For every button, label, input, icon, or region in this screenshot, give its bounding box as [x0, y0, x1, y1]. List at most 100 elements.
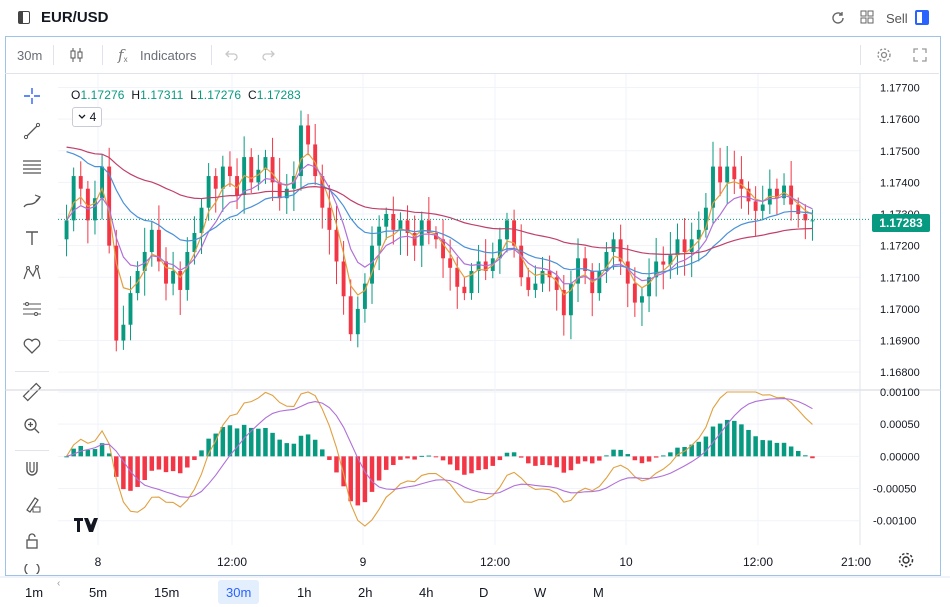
lock-icon[interactable] — [21, 530, 43, 552]
candles-icon[interactable] — [68, 37, 86, 73]
zoom-icon[interactable] — [21, 415, 43, 437]
undo-icon[interactable] — [225, 37, 239, 73]
candle-body — [433, 233, 438, 240]
low-value: 1.17276 — [197, 88, 242, 102]
osc-histogram-bar — [646, 456, 652, 462]
redo-icon[interactable] — [261, 37, 275, 73]
symbol-title[interactable]: EUR/USD — [41, 9, 109, 26]
tf-m[interactable]: M — [593, 584, 604, 600]
osc-histogram-bar — [689, 444, 694, 457]
osc-histogram-bar — [696, 441, 702, 457]
osc-tick-label: -0.00050 — [873, 484, 916, 496]
tf-1h[interactable]: 1h — [297, 584, 312, 600]
osc-histogram-bar — [391, 456, 396, 466]
tf-d[interactable]: D — [479, 584, 489, 600]
axis-settings-icon[interactable] — [897, 551, 915, 574]
ma-line-slow — [66, 151, 813, 275]
candle-body — [78, 176, 83, 189]
reload-icon[interactable] — [830, 10, 846, 26]
chevron-down-icon — [78, 114, 86, 119]
osc-histogram-bar — [291, 443, 297, 457]
tf-15m[interactable]: 15m — [154, 584, 180, 600]
osc-tick-label: 0.00000 — [880, 451, 920, 463]
candle-body — [206, 176, 211, 208]
osc-histogram-bar — [781, 442, 787, 457]
osc-histogram-bar — [597, 456, 602, 461]
open-key: O — [71, 88, 81, 102]
tf-30m[interactable]: 30m — [218, 580, 260, 604]
osc-histogram-bar — [334, 456, 339, 473]
candle-body — [107, 166, 112, 246]
indicators-button[interactable]: Indicators — [140, 47, 197, 63]
candle-body — [355, 308, 360, 335]
osc-histogram-bar — [653, 456, 659, 458]
fib-icon[interactable] — [21, 298, 43, 320]
candle-body — [391, 214, 396, 230]
candle-body — [505, 220, 509, 240]
osc-histogram-bar — [256, 428, 261, 457]
osc-histogram-bar — [533, 456, 538, 466]
trendline-icon[interactable] — [21, 120, 43, 142]
osc-tick-label: 0.00100 — [880, 387, 920, 399]
candle-body — [668, 255, 673, 265]
crosshair-icon[interactable] — [21, 85, 43, 107]
osc-histogram-bar — [618, 449, 623, 457]
osc-histogram-bar — [661, 455, 666, 457]
osc-histogram-bar — [447, 456, 453, 465]
candle-body — [306, 125, 311, 145]
candle-body — [661, 261, 666, 265]
ohlc-legend: O1.17276 H1.17311 L1.17276 C1.17283 — [71, 88, 301, 102]
tf-4h[interactable]: 4h — [419, 584, 434, 600]
candle-body — [398, 220, 403, 230]
ma-line-fast — [65, 152, 813, 296]
candle-body — [640, 296, 644, 303]
osc-histogram-bar — [234, 428, 240, 457]
osc-histogram-bar — [504, 452, 510, 457]
osc-histogram-bar — [227, 425, 233, 457]
hide-icon[interactable] — [21, 564, 43, 574]
magnet-icon[interactable] — [21, 458, 43, 480]
sell-panel-icon[interactable] — [915, 10, 929, 25]
candle-body — [526, 277, 531, 290]
osc-histogram-bar — [668, 452, 673, 457]
indicator-count: 4 — [89, 110, 97, 124]
pattern-icon[interactable] — [21, 262, 43, 284]
header-bar: EUR/USD Sell — [0, 0, 950, 36]
favorite-heart-icon[interactable] — [21, 335, 43, 357]
osc-histogram-bar — [128, 456, 133, 491]
osc-histogram-bar — [163, 456, 169, 473]
lock-drawings-icon[interactable] — [21, 493, 43, 515]
candle-body — [718, 166, 723, 183]
interval-selector[interactable]: 30m — [17, 47, 43, 63]
candle-body — [114, 245, 119, 341]
osc-histogram-bar — [362, 456, 368, 503]
fullscreen-icon[interactable] — [913, 37, 927, 73]
brush-icon[interactable] — [21, 191, 43, 213]
layout-grid-icon[interactable] — [860, 10, 874, 24]
settings-icon[interactable] — [876, 37, 892, 73]
osc-histogram-bar — [277, 439, 282, 457]
panel-toggle-icon[interactable] — [18, 11, 30, 24]
candle-body — [703, 207, 708, 230]
osc-histogram-bar — [433, 456, 439, 458]
text-icon[interactable] — [21, 227, 43, 249]
osc-histogram-bar — [369, 456, 375, 492]
horizontal-lines-icon[interactable] — [21, 156, 43, 178]
tf-5m[interactable]: 5m — [89, 584, 108, 600]
indicators-toggle[interactable]: 4 — [72, 107, 102, 127]
sell-label[interactable]: Sell — [886, 11, 908, 26]
ma-line-long — [66, 146, 813, 255]
candle-body — [320, 176, 325, 208]
osc-histogram-bar — [405, 456, 410, 459]
candle-body — [270, 157, 275, 183]
candle-body — [561, 289, 566, 316]
tf-w[interactable]: W — [534, 584, 547, 600]
osc-histogram-bar — [568, 456, 574, 471]
candle-body — [760, 204, 765, 211]
osc-histogram-bar — [497, 456, 503, 461]
tf-1m[interactable]: 1m — [25, 584, 44, 600]
collapse-toolbar-icon[interactable]: ‹ — [57, 578, 61, 589]
tf-2h[interactable]: 2h — [358, 584, 373, 600]
